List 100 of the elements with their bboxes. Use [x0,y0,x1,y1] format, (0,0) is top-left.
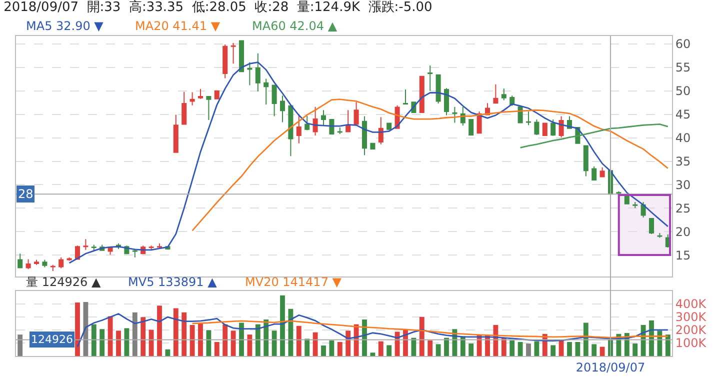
bar [592,344,597,356]
bar [632,344,638,356]
candlestick [657,232,662,238]
line-series [68,62,669,264]
candlestick [190,92,195,106]
y-tick-label: 40 [675,130,691,145]
candlestick [50,264,56,272]
candlestick [320,110,326,126]
ref-line-label: 124926 [31,333,73,346]
chart-title: 2018/09/07 開:33 高:33.35 低:28.05 收:28 量:124.9K 漲跌:-5.00 [4,0,432,16]
y-tick-label: 30 [675,178,691,192]
candlestick [222,44,228,79]
candlestick [444,88,450,116]
bar [436,344,441,356]
candlestick [600,166,605,178]
bar [182,312,187,356]
y-tick-label: 15 [675,248,691,262]
candlestick [501,88,506,101]
bar [362,319,367,356]
bar [567,342,572,356]
candlestick [370,142,376,150]
candlestick [493,84,498,104]
bar [337,342,342,356]
y-tick-label: 25 [675,201,691,216]
bar [550,345,556,356]
bar [411,338,416,356]
candlestick [156,242,162,249]
bar [575,342,580,356]
bar [386,345,392,356]
text: MV5 133891 ▲ [128,275,218,289]
bar [124,328,130,356]
bar [108,316,113,356]
candlestick [312,106,318,136]
bar [419,316,424,356]
bar [18,334,23,356]
candlestick [66,256,72,262]
candlestick [329,119,334,135]
bar [468,344,474,356]
candlestick [402,88,408,105]
y-tick-label: 100K [675,336,708,350]
candlestick [173,114,178,153]
x-tick-label: 2018/09/07 [576,360,646,374]
candlestick [337,126,342,135]
candlestick [206,96,212,120]
candlestick [526,111,532,126]
text: MA5 32.90 ▼ [26,19,104,33]
candlestick [558,116,564,138]
bar [272,330,277,356]
candlestick [18,253,23,268]
candlestick [214,90,220,100]
candlestick [304,115,310,131]
bar [394,332,400,356]
y-tick-label: 55 [675,60,691,75]
bar [75,302,80,356]
candlestick [288,105,294,157]
bar [534,341,540,356]
candlestick [182,91,187,125]
bar [288,308,294,356]
candlestick [386,122,392,131]
bar [239,322,244,356]
text: MV20 141417 ▼ [245,275,342,289]
bar [198,323,203,356]
candlestick [436,74,441,104]
candlestick [452,106,458,124]
bar [83,302,88,356]
candlestick [428,65,433,92]
bar [665,334,670,356]
bar [304,338,310,356]
ref-line-label: 28 [18,187,34,201]
candlestick [247,62,252,86]
bar [428,340,433,356]
candlestick [83,238,88,250]
candlestick [108,247,113,256]
bar [190,324,195,356]
candlestick [42,259,48,268]
candlestick [148,245,154,251]
bar [157,306,162,356]
line-series [520,123,669,148]
candlestick [468,119,474,136]
candlestick [362,116,368,156]
bar [280,295,285,356]
candlestick [550,119,556,136]
series-label: 量 124926 ▲ [26,275,102,289]
y-tick-label: 60 [675,37,691,52]
candlestick [272,84,277,117]
candlestick [419,76,424,113]
candlestick [255,52,260,92]
bar [247,334,252,356]
candlestick [378,116,384,145]
bar [312,332,318,356]
y-tick-label: 400K [675,297,708,312]
bar [501,338,506,356]
bar [321,345,326,356]
y-tick-label: 300K [675,310,708,324]
bar [148,330,154,356]
bar [378,341,384,356]
bar [329,340,334,356]
bar [370,352,376,356]
bar [526,344,531,356]
bar [444,338,449,356]
